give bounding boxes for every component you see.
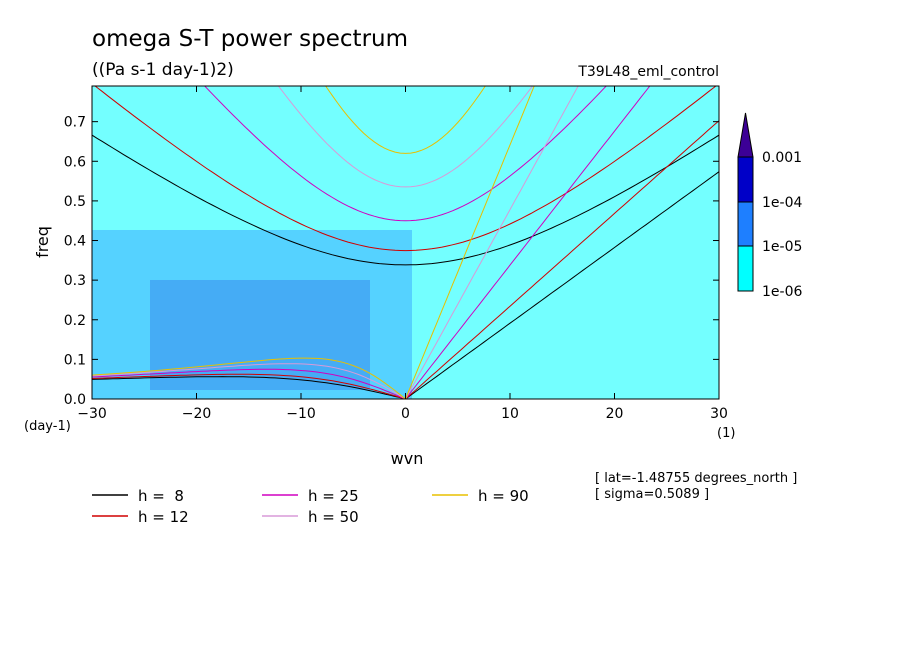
x-tick-label: 0 [401, 406, 410, 422]
x-tick-label: −20 [182, 406, 212, 422]
gravity-wave-curve [94, 86, 717, 252]
chart-subtitle: ((Pa s-1 day-1)2) [92, 60, 234, 80]
power-band-mid [92, 230, 412, 399]
y-tick-label: 0.6 [64, 154, 86, 170]
y-tick-label: 0.4 [64, 234, 86, 250]
legend-label: h = 90 [478, 487, 529, 505]
x-axis: −30 −20 −10 0 10 20 30 [77, 86, 728, 422]
run-label: T39L48_eml_control [577, 64, 719, 80]
y-tick-label: 0.1 [64, 352, 86, 368]
legend-item: h = 8 [92, 487, 184, 505]
gravity-wave-curve [277, 86, 534, 188]
legend: h = 8 h = 12 h = 25 h = 50 h = 90 [92, 487, 529, 526]
rossby-wave-curve [92, 373, 406, 399]
gravity-wave-curve [92, 134, 719, 266]
y-tick-label: 0.7 [64, 115, 86, 131]
kelvin-wave-curve [405, 120, 719, 399]
dispersion-curve-h25 [92, 86, 651, 399]
colorbar-segment [737, 201, 754, 247]
legend-item: h = 12 [92, 508, 189, 526]
y-tick-label: 0.5 [64, 194, 86, 210]
rossby-wave-curve [92, 376, 406, 399]
y-axis: 0.0 0.1 0.2 0.3 0.4 0.5 0.6 0.7 [64, 115, 719, 408]
lat-annotation: [ lat=-1.48755 degrees_north ] [595, 471, 797, 486]
sigma-annotation: [ sigma=0.5089 ] [595, 487, 709, 502]
dispersion-curve-h90 [92, 86, 535, 399]
colorbar-level-label: 0.001 [762, 150, 802, 166]
y-axis-label: freq [33, 226, 52, 258]
chart-title: omega S-T power spectrum [92, 26, 408, 52]
legend-item: h = 25 [262, 487, 359, 505]
gravity-wave-curve [325, 86, 486, 154]
dispersion-curves [92, 86, 719, 399]
x-tick-label: −10 [286, 406, 316, 422]
y-tick-label: 0.0 [64, 392, 86, 408]
colorbar-segment [737, 245, 754, 292]
x-tick-label: 20 [606, 406, 624, 422]
power-field [92, 86, 719, 399]
legend-label: h = 12 [138, 508, 189, 526]
dispersion-curve-h8 [92, 134, 719, 399]
x-axis-label: wvn [391, 449, 424, 468]
x-axis-unit: (1) [717, 426, 735, 441]
colorbar-segment [737, 156, 754, 203]
dispersion-curve-h12 [92, 86, 719, 399]
y-tick-label: 0.3 [64, 273, 86, 289]
kelvin-wave-curve [405, 86, 579, 399]
legend-label: h = 25 [308, 487, 359, 505]
power-band-high [150, 280, 370, 390]
colorbar-extend-arrow [737, 112, 754, 158]
gravity-wave-curve [204, 86, 607, 222]
power-band-low [92, 86, 719, 399]
colorbar-level-label: 1e-04 [762, 195, 802, 211]
y-axis-unit: (day-1) [24, 419, 71, 434]
kelvin-wave-curve [405, 86, 651, 399]
legend-item: h = 50 [262, 508, 359, 526]
legend-item: h = 90 [432, 487, 529, 505]
plot-area: −30 −20 −10 0 10 20 30 0.00.10.20.30.40.50.60.… [64, 85, 728, 422]
colorbar-level-label: 1e-06 [762, 284, 802, 300]
x-tick-label: 30 [710, 406, 728, 422]
legend-label: h = 8 [138, 487, 184, 505]
colorbar: 1e-06 1e-05 1e-04 0.001 [737, 112, 802, 300]
rossby-wave-curve [92, 357, 406, 399]
legend-label: h = 50 [308, 508, 359, 526]
colorbar-level-label: 1e-05 [762, 239, 802, 255]
x-tick-label: −30 [77, 406, 107, 422]
kelvin-wave-curve [405, 171, 719, 399]
y-tick-label: 0.2 [64, 313, 86, 329]
dispersion-curve-h50 [92, 86, 579, 399]
x-tick-label: 10 [501, 406, 519, 422]
rossby-wave-curve [92, 363, 406, 399]
kelvin-wave-curve [405, 86, 535, 399]
rossby-wave-curve [92, 368, 406, 399]
